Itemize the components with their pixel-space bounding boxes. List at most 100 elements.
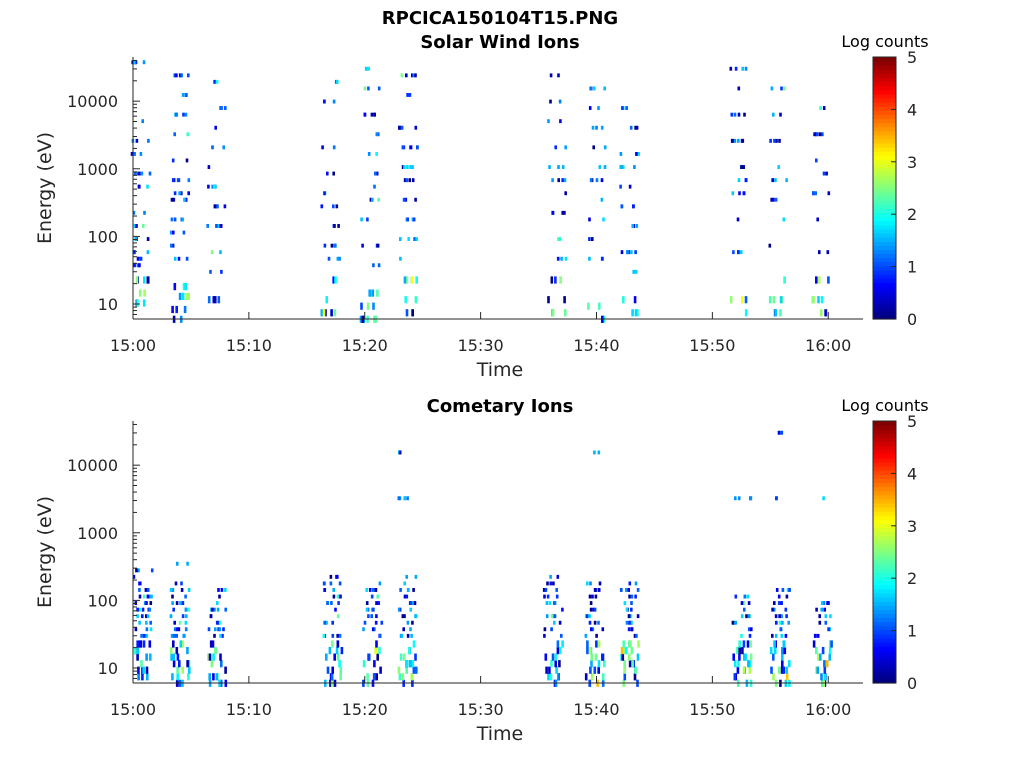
spectrogram-cell: [742, 165, 745, 169]
colorbar-step: [873, 89, 896, 95]
spectrogram-cell: [411, 660, 415, 668]
spectrogram-cell: [817, 653, 820, 661]
colorbar-step: [873, 122, 896, 128]
spectrogram-cell: [138, 263, 141, 268]
spectrogram-cell: [323, 588, 326, 592]
spectrogram-cell: [411, 178, 415, 183]
spectrogram-cell: [172, 607, 175, 612]
spectrogram-cell: [406, 93, 409, 97]
spectrogram-cell: [634, 581, 638, 586]
spectrogram-cell: [171, 601, 174, 605]
spectrogram-cell: [819, 106, 822, 110]
spectrogram-cell: [186, 647, 189, 655]
spectrogram-cell: [213, 184, 216, 189]
spectrogram-cell: [625, 647, 628, 655]
spectrogram-cell: [819, 309, 823, 317]
spectrogram-cell: [549, 574, 552, 579]
colorbar-step: [873, 474, 896, 479]
spectrogram-cell: [588, 594, 592, 599]
colorbar-step: [873, 482, 896, 488]
spectrogram-cell: [553, 614, 557, 619]
cometary-panel: Cometary Ions Energy (eV) Time Log count…: [34, 396, 929, 745]
spectrogram-cell: [379, 666, 382, 674]
colorbar-step: [873, 519, 896, 524]
spectrogram-cell: [561, 607, 564, 612]
spectrogram-cell: [338, 581, 342, 586]
colorbar-step: [873, 278, 896, 283]
spectrogram-cell: [213, 633, 216, 638]
spectrogram-cell: [623, 666, 626, 674]
x-tick-label: 15:30: [458, 700, 504, 719]
colorbar-step: [873, 253, 896, 259]
spectrogram-cell: [324, 309, 327, 317]
spectrogram-cell: [181, 640, 185, 648]
spectrogram-cell: [178, 620, 182, 625]
spectrogram-cell: [550, 276, 554, 284]
spectrogram-cell: [150, 594, 153, 599]
spectrogram-cell: [182, 230, 186, 235]
spectrogram-cell: [206, 224, 209, 228]
colorbar-step: [873, 633, 896, 639]
spectrogram-cell: [175, 73, 178, 78]
burst-4: [362, 581, 384, 687]
spectrogram-cell: [376, 243, 380, 248]
spectrogram-cell: [135, 568, 138, 573]
spectrogram-cell: [171, 305, 174, 314]
spectrogram-cell: [590, 627, 593, 632]
spectrogram-cell: [819, 653, 822, 661]
colorbar-step: [873, 61, 896, 66]
spectrogram-cell: [637, 640, 640, 648]
spectrogram-cell: [597, 588, 601, 592]
spectrogram-cell: [173, 627, 177, 632]
spectrogram-cell: [137, 673, 140, 681]
spectrogram-cell: [634, 666, 637, 674]
spectrogram-cell: [403, 614, 406, 619]
colorbar-tick-label: 0: [907, 674, 917, 693]
spectrogram-cell: [366, 217, 369, 222]
spectrogram-cell: [543, 627, 547, 632]
spectrogram-cell: [777, 165, 780, 169]
spectrogram-cell: [732, 250, 735, 255]
spectrogram-cell: [784, 607, 788, 612]
spectrogram-cell: [404, 197, 408, 202]
spectrogram-cell: [149, 601, 153, 605]
spectrogram-cell: [636, 653, 640, 661]
spectrogram-cell: [816, 666, 819, 674]
spectrogram-cell: [224, 666, 227, 674]
spectrogram-cell: [143, 276, 146, 284]
spectrogram-cell: [332, 99, 336, 104]
spectrogram-cell: [549, 99, 552, 104]
spectrogram-cell: [405, 594, 409, 599]
spectrogram-cell: [783, 276, 786, 284]
spectrogram-cell: [774, 197, 778, 202]
spectrogram-cell: [406, 588, 410, 592]
spectrogram-cell: [399, 237, 402, 241]
spectrogram-cell: [367, 66, 370, 71]
spectrogram-cell: [180, 588, 184, 592]
colorbar-step: [873, 678, 896, 684]
spectrogram-cell: [770, 666, 773, 674]
colorbar-step: [873, 147, 896, 152]
spectrogram-cell: [772, 607, 776, 612]
burst-5: [398, 73, 419, 317]
spectrogram-cell: [785, 673, 789, 681]
spectrogram-cell: [403, 581, 406, 586]
spectrogram-cell: [146, 588, 150, 592]
y-tick-label: 10: [98, 659, 118, 678]
spectrogram-cell: [376, 289, 379, 297]
colorbar-step: [873, 597, 896, 602]
spectrogram-cell: [323, 243, 327, 248]
spectrogram-cell: [332, 588, 335, 592]
spectrogram-cell: [772, 673, 775, 681]
spectrogram-cell: [139, 640, 142, 648]
spectrogram-cell: [146, 237, 150, 241]
spectrogram-cell: [408, 660, 412, 668]
burst-2: [207, 588, 228, 687]
spectrogram-cell: [186, 561, 189, 566]
spectrogram-cell: [732, 653, 735, 661]
spectrogram-cell: [219, 250, 222, 255]
colorbar-step: [873, 478, 896, 483]
spectrogram-cell: [634, 125, 637, 130]
spectrogram-cell: [215, 79, 219, 84]
colorbar-step: [873, 110, 896, 115]
